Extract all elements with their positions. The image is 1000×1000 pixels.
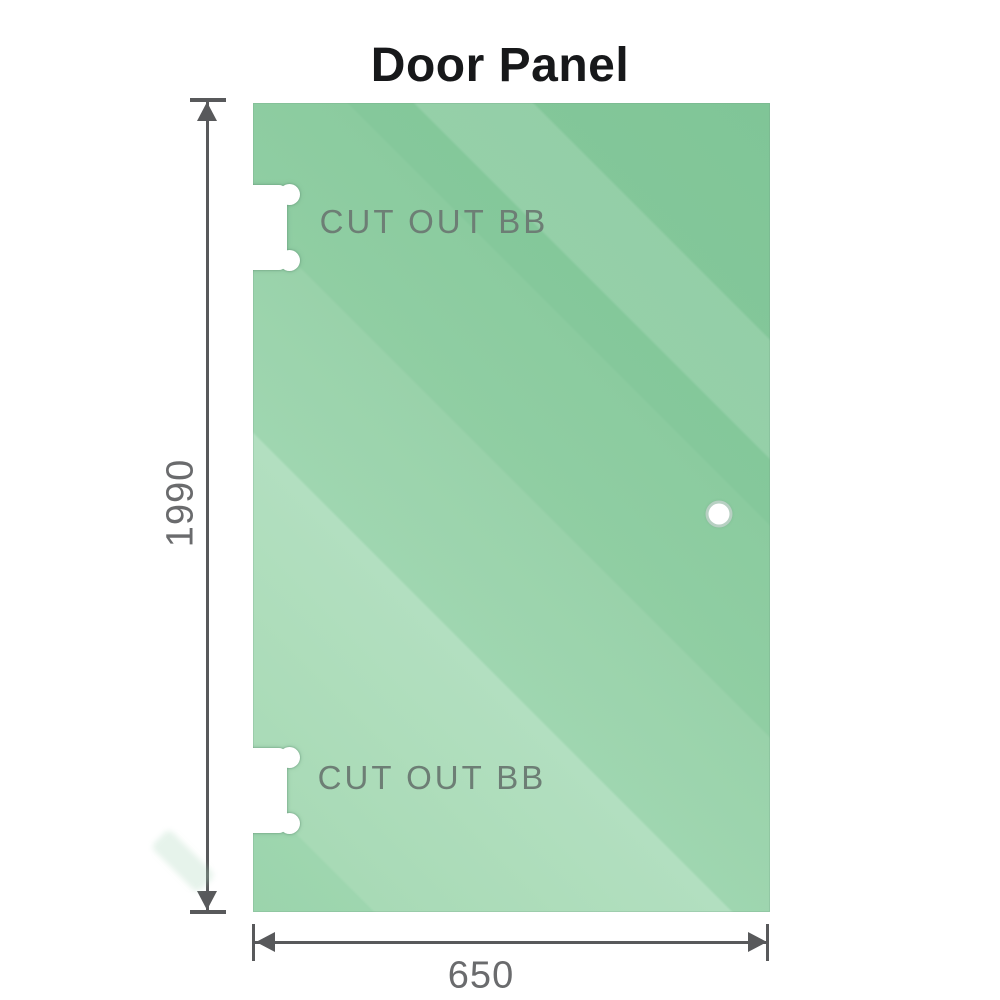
arrow-down-icon bbox=[197, 891, 217, 910]
glass-panel: CUT OUT BB CUT OUT BB bbox=[253, 103, 770, 912]
arrow-left-icon bbox=[256, 932, 275, 952]
width-dimension-line bbox=[254, 941, 769, 944]
width-dimension-right-tick bbox=[766, 924, 769, 961]
page-title: Door Panel bbox=[370, 39, 630, 92]
handle-hole bbox=[705, 500, 733, 528]
cutout-bottom-label: CUT OUT BB bbox=[317, 759, 547, 796]
width-dimension-left-tick bbox=[252, 924, 255, 961]
height-dimension-bottom-cap bbox=[190, 910, 226, 914]
arrow-up-icon bbox=[197, 102, 217, 121]
height-dimension-line bbox=[206, 100, 209, 912]
hinge-cutout-top bbox=[253, 184, 300, 271]
cutout-top-label: CUT OUT BB bbox=[319, 203, 549, 240]
width-dimension-value: 650 bbox=[447, 954, 515, 997]
hinge-cutout-bottom bbox=[253, 747, 300, 834]
arrow-right-icon bbox=[748, 932, 767, 952]
height-dimension-value: 1990 bbox=[159, 458, 202, 548]
